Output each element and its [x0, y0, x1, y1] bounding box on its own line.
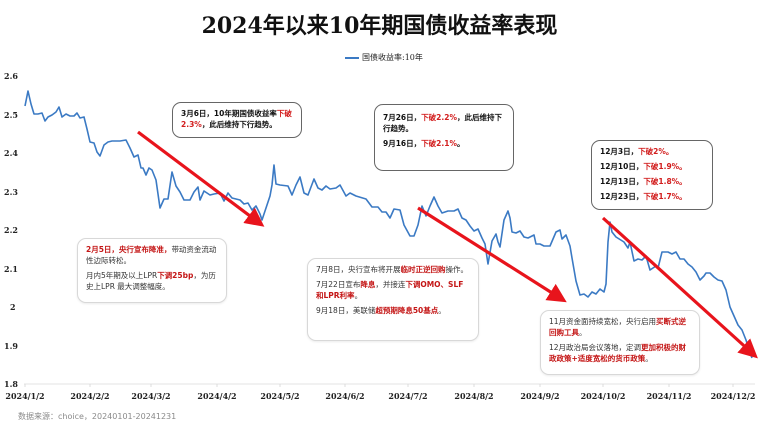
annotation-highlight: 下调OMO、SLF和LPR利率 — [316, 280, 464, 300]
annotation-highlight: 下破2%。 — [638, 147, 674, 156]
annotation-highlight: 下破2.1% — [421, 139, 457, 148]
annotation-highlight: 下破1.9%。 — [643, 162, 687, 171]
chart-title: 2024年以来10年期国债收益率表现 — [201, 13, 558, 39]
annotation-highlight: 买断式逆回购工具 — [549, 317, 687, 337]
annotation-text: 12月13日， — [600, 177, 644, 186]
annotation-text: ，并接连 — [375, 280, 406, 289]
x-tick: 2024/2/2 — [70, 391, 110, 401]
annotation-highlight: 超预期降息50基点 — [375, 306, 439, 315]
annotation-jul26: 7月26日，下破2.2%，此后维持下行趋势。 9月16日，下破2.1%。 — [374, 104, 514, 171]
data-source-note: 数据来源：choice，20240101-20241231 — [18, 412, 177, 421]
annotation-text: 。 — [438, 306, 446, 315]
annotation-text: 3月6日，10年期国债收益率 — [181, 109, 277, 118]
annotation-text: 操作。 — [445, 265, 469, 274]
x-tick: 2024/10/2 — [580, 391, 626, 401]
annotation-text: 带动资金流动性边际转松。 — [86, 245, 217, 265]
annotation-highlight: 下破2.3% — [181, 109, 292, 129]
downtrend-arrow-3 — [601, 216, 758, 359]
annotation-mar6: 3月6日，10年期国债收益率下破2.3%，此后维持下行趋势。 — [172, 102, 302, 138]
annotation-text: 7月26日， — [383, 113, 422, 122]
x-tick: 2024/12/2 — [710, 391, 756, 401]
annotation-highlight: 临时正逆回购 — [400, 265, 446, 274]
annotation-text: 12月10日， — [600, 162, 644, 171]
x-tick: 2024/4/2 — [197, 391, 237, 401]
annotation-highlight: 下破2.2% — [421, 113, 457, 122]
annotation-highlight: 下破1.7%。 — [643, 192, 687, 201]
annotation-text: 12月政治局会议落地，定调 — [549, 343, 642, 352]
y-tick: 2.6 — [4, 71, 18, 81]
annotation-text: ，此后维持下行趋势。 — [201, 120, 277, 129]
annotation-text: 12月3日， — [600, 147, 639, 156]
legend: 国债收益率:10年 — [345, 52, 423, 63]
x-tick: 2024/1/2 — [5, 391, 45, 401]
annotation-text: 11月资金面持续宽松，央行启用 — [549, 317, 657, 326]
x-tick: 2024/5/2 — [260, 391, 300, 401]
x-tick: 2024/9/2 — [520, 391, 560, 401]
annotation-december: 12月3日，下破2%。 12月10日，下破1.9%。 12月13日，下破1.8%… — [591, 140, 713, 210]
downtrend-arrow-2 — [417, 206, 567, 303]
y-tick: 1.9 — [4, 341, 18, 351]
y-tick: 2 — [10, 302, 16, 312]
y-tick: 1.8 — [4, 379, 18, 389]
annotation-text: 。 — [645, 354, 653, 363]
y-tick: 2.4 — [4, 148, 18, 158]
annotation-highlight: 更加积极的财政政策+适度宽松的货币政策 — [549, 343, 687, 363]
annotation-nov: 11月资金面持续宽松，央行启用买断式逆回购工具。 12月政治局会议落地，定调更加… — [540, 310, 700, 375]
y-tick: 2.3 — [4, 187, 18, 197]
annotation-text: 7月22日宣布 — [316, 280, 361, 289]
annotation-highlight: 2月5日，央行宣布降准， — [86, 245, 172, 254]
annotation-text: 7月8日，央行宣布将开展 — [316, 265, 401, 274]
annotation-text: ，为历史上LPR 最大调整幅度。 — [86, 271, 216, 291]
y-tick: 2.5 — [4, 110, 18, 120]
x-tick: 2024/7/2 — [388, 391, 428, 401]
annotation-text: 。 — [579, 328, 587, 337]
x-tick: 2024/3/2 — [131, 391, 171, 401]
legend-label: 国债收益率:10年 — [362, 53, 423, 62]
legend-line-swatch — [345, 56, 359, 59]
annotation-jul8: 7月8日，央行宣布将开展临时正逆回购操作。 7月22日宣布降息，并接连下调OMO… — [307, 258, 479, 341]
yield-series-line — [24, 90, 753, 359]
annotation-text: 9月18日，美联储 — [316, 306, 376, 315]
x-axis-tick-marks — [24, 384, 734, 387]
annotation-text: ，此后维持下行趋势。 — [383, 113, 502, 133]
x-tick: 2024/8/2 — [454, 391, 494, 401]
downtrend-arrow-1 — [137, 130, 265, 227]
annotation-text: 月内5年期及以上LPR — [86, 271, 158, 280]
annotation-feb5: 2月5日，央行宣布降准，带动资金流动性边际转松。 月内5年期及以上LPR下调25… — [77, 238, 227, 303]
x-tick: 2024/6/2 — [325, 391, 365, 401]
y-tick: 2.1 — [4, 264, 18, 274]
annotation-text: 。 — [456, 139, 465, 148]
annotation-text: 。 — [354, 291, 363, 300]
annotation-text: 9月16日， — [383, 139, 422, 148]
annotation-text: 12月23日， — [600, 192, 644, 201]
y-tick: 2.2 — [4, 225, 18, 235]
annotation-highlight: 降息 — [360, 280, 376, 289]
annotation-highlight: 下调25bp — [157, 271, 194, 280]
annotation-highlight: 下破1.8%。 — [643, 177, 687, 186]
x-tick: 2024/11/2 — [646, 391, 692, 401]
